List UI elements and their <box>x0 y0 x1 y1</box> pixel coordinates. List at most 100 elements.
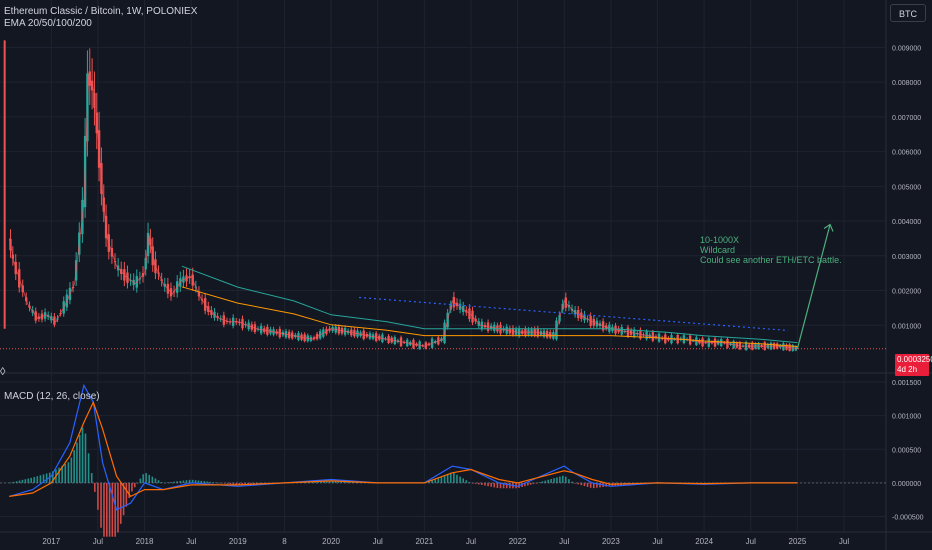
macd-histogram-bar <box>586 482 589 487</box>
macd-histogram-bar <box>84 433 87 483</box>
macd-histogram-bar <box>94 482 96 492</box>
macd-histogram-bar <box>122 482 125 516</box>
last-price-tag: 0.0003250 4d 2h <box>895 354 932 376</box>
macd-tick-label: 0.001000 <box>892 414 921 421</box>
macd-histogram-bar <box>78 435 81 483</box>
macd-histogram-bar <box>320 481 322 483</box>
macd-histogram-bar <box>81 427 84 483</box>
macd-histogram-bar <box>114 482 116 537</box>
macd-histogram-bar <box>139 478 142 483</box>
x-tick-label: 2023 <box>602 537 620 546</box>
macd-histogram-bar <box>15 481 18 483</box>
macd-histogram-bar <box>532 482 535 484</box>
macd-histogram-bar <box>561 475 564 483</box>
annotation-text: Wildcard <box>700 245 735 255</box>
macd-histogram-bar <box>188 479 191 483</box>
macd-histogram-bar <box>39 475 42 483</box>
macd-tick-label: -0.000500 <box>892 515 924 522</box>
price-tick-label: 0.003000 <box>892 254 921 261</box>
macd-histogram-bar <box>437 477 440 483</box>
macd-histogram-bar <box>128 482 130 498</box>
macd-histogram-bar <box>223 482 226 484</box>
macd-histogram-bar <box>477 482 480 485</box>
macd-histogram-bar <box>502 482 505 489</box>
macd-histogram-bar <box>449 472 452 483</box>
macd-histogram-bar <box>173 481 175 483</box>
macd-histogram-bar <box>247 482 249 485</box>
macd-histogram-bar <box>64 464 67 483</box>
macd-indicator-label[interactable]: MACD (12, 26, close) <box>4 391 100 402</box>
macd-histogram-bar <box>160 482 163 483</box>
x-tick-label: Jul <box>559 537 569 546</box>
macd-line <box>9 383 798 511</box>
macd-histogram-bar <box>203 481 206 483</box>
macd-histogram-bar <box>535 482 538 484</box>
trend-line <box>359 296 789 332</box>
macd-histogram-bar <box>499 482 502 489</box>
macd-histogram-bar <box>194 480 197 483</box>
macd-histogram-bar <box>322 481 325 483</box>
macd-histogram-bar <box>73 450 75 483</box>
macd-histogram-bar <box>185 480 188 483</box>
macd-histogram-bar <box>12 481 15 483</box>
macd-histogram-bar <box>90 473 93 483</box>
macd-histogram-bar <box>314 481 316 483</box>
macd-histogram-bar <box>18 480 21 483</box>
macd-histogram-bar <box>331 480 334 483</box>
macd-histogram-bar <box>105 482 108 537</box>
macd-histogram-bar <box>538 482 541 483</box>
macd-histogram-bar <box>30 477 32 483</box>
macd-histogram-bar <box>197 480 200 483</box>
currency-button[interactable]: BTC <box>890 4 926 22</box>
x-tick-label: Jul <box>186 537 196 546</box>
macd-histogram-bar <box>33 477 35 483</box>
macd-histogram-bar <box>136 482 139 484</box>
macd-histogram-bar <box>52 471 54 483</box>
macd-histogram-bar <box>556 477 558 483</box>
macd-histogram-bar <box>209 481 211 483</box>
x-tick-label: 2020 <box>322 537 340 546</box>
macd-histogram-bar <box>559 476 561 483</box>
macd-histogram-bar <box>70 457 73 483</box>
macd-histogram-bar <box>170 482 172 483</box>
candle-body <box>692 340 695 342</box>
macd-histogram-bar <box>151 476 154 483</box>
macd-histogram-bar <box>61 465 63 483</box>
macd-histogram-bar <box>76 442 78 483</box>
macd-histogram-bar <box>218 482 220 484</box>
macd-tick-label: 0.001500 <box>892 380 921 387</box>
macd-histogram-bar <box>553 478 555 483</box>
bar-countdown: 4d 2h <box>897 365 918 374</box>
macd-histogram-bar <box>428 481 430 483</box>
macd-histogram-bar <box>487 482 489 487</box>
macd-histogram-bar <box>238 482 241 485</box>
macd-histogram-bar <box>544 480 547 483</box>
ema-indicator-label[interactable]: EMA 20/50/100/200 <box>4 18 92 29</box>
macd-histogram-bar <box>125 482 128 507</box>
macd-histogram-bar <box>145 473 147 483</box>
macd-histogram-bar <box>596 482 598 488</box>
macd-histogram-bar <box>131 482 133 492</box>
macd-histogram-bar <box>45 473 48 483</box>
macd-histogram-bar <box>317 481 319 483</box>
macd-histogram-bar <box>24 479 27 483</box>
macd-histogram-bar <box>334 480 337 483</box>
chart-title: Ethereum Classic / Bitcoin, 1W, POLONIEX <box>4 6 198 17</box>
macd-histogram-bar <box>133 482 136 488</box>
macd-histogram-bar <box>481 482 483 486</box>
macd-histogram-bar <box>490 482 492 487</box>
macd-histogram-bar <box>154 478 157 483</box>
macd-histogram-bar <box>474 482 477 484</box>
ema100-line <box>181 286 798 347</box>
macd-histogram-bar <box>340 481 343 483</box>
macd-histogram-bar <box>589 482 592 488</box>
macd-histogram-bar <box>462 478 465 483</box>
x-tick-label: 2021 <box>415 537 433 546</box>
macd-histogram-bar <box>87 453 90 483</box>
macd-histogram-bar <box>328 480 331 483</box>
x-tick-label: 2022 <box>509 537 527 546</box>
price-tick-label: 0.009000 <box>892 45 921 52</box>
annotation-text: Could see another ETH/ETC battle. <box>700 255 842 265</box>
x-tick-label: 8 <box>282 537 287 546</box>
